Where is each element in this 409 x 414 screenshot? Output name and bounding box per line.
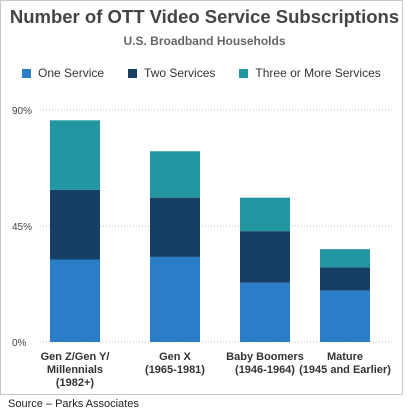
chart-title: Number of OTT Video Service Subscription… [9, 6, 400, 27]
y-tick-label-0: 0% [12, 338, 27, 349]
bar-2-one-service [150, 256, 200, 342]
source-note: Source – Parks Associates [8, 398, 139, 410]
bar-1-one-service [50, 259, 100, 342]
category-label-1-line-1: Gen Z/Gen Y/ [41, 351, 110, 363]
bar-3-two-services [240, 231, 290, 283]
bar-4-one-service [320, 290, 370, 342]
category-label-1-line-2: Millennials [47, 364, 103, 376]
legend-swatch-two-services [128, 68, 138, 78]
category-label-4-line-2: (1945 and Earlier) [299, 364, 391, 376]
y-tick-label-90: 90% [12, 106, 32, 117]
category-label-2-line-1: Gen X [159, 351, 191, 363]
legend-swatch-one-service [22, 68, 31, 78]
category-label-2-line-2: (1965-1981) [145, 364, 205, 376]
bar-2-two-services [150, 197, 200, 257]
bar-4-two-services [320, 267, 370, 291]
category-label-3-line-1: Baby Boomers [226, 351, 304, 363]
bar-1-two-services [50, 189, 100, 260]
category-label-3-line-2: (1946-1964) [235, 364, 295, 376]
legend-item-one-service: One Service [22, 66, 104, 80]
category-label-1-line-3: (1982+) [56, 377, 95, 389]
bar-1-three-or-more-services [50, 120, 100, 190]
legend: One Service Two Services Three or More S… [22, 66, 399, 80]
bar-3-three-or-more-services [240, 197, 290, 232]
chart-frame [0, 0, 403, 395]
category-label-4-line-1: Mature [327, 351, 363, 363]
chart-subtitle: U.S. Broadband Households [123, 34, 286, 48]
legend-label-three-or-more-services: Three or More Services [255, 66, 381, 80]
bar-2-three-or-more-services [150, 151, 200, 198]
legend-label-one-service: One Service [38, 66, 105, 80]
bar-4-three-or-more-services [320, 249, 370, 268]
bar-3-one-service [240, 282, 290, 342]
legend-swatch-three-or-more-services [239, 68, 249, 78]
y-tick-label-45: 45% [12, 222, 32, 233]
legend-label-two-services: Two Services [144, 66, 216, 80]
legend-item-three-or-more-services: Three or More Services [239, 66, 381, 80]
legend-item-two-services: Two Services [128, 66, 215, 80]
